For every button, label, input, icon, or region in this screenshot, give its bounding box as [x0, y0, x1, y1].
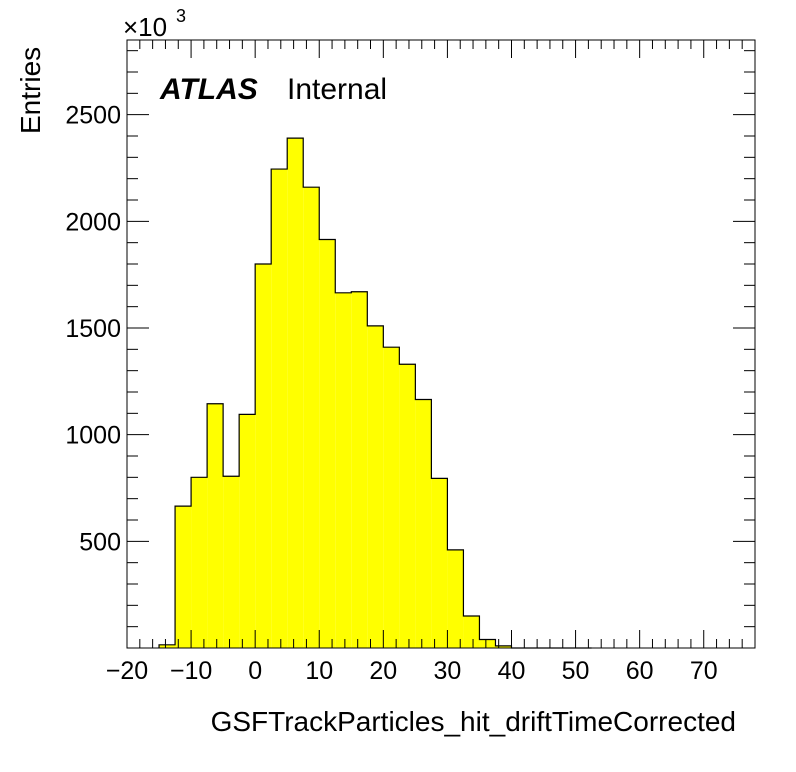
y-axis-title: Entries	[15, 47, 46, 134]
histogram-bar	[463, 616, 480, 648]
x-tick-label: 60	[626, 657, 654, 685]
histogram-outline	[158, 137, 592, 649]
histogram-bar	[271, 169, 288, 649]
histogram-bar	[255, 264, 272, 648]
histogram-bar	[319, 239, 336, 648]
histogram-bar	[287, 138, 304, 648]
y-tick-labels: 500 1000 1500 2000 2500	[65, 102, 121, 557]
axis-ticks	[126, 40, 756, 648]
x-tick-labels: −20 −10 0 10 20 30 40 50 60 70	[106, 657, 718, 685]
y-tick-label: 1000	[65, 422, 121, 450]
histogram-bar	[495, 645, 512, 648]
histogram-bar	[431, 478, 448, 648]
histogram-bar	[367, 325, 384, 648]
histogram-bars	[158, 137, 592, 649]
y-multiplier: ×10	[123, 12, 167, 42]
histogram-bar	[159, 644, 176, 648]
y-tick-label: 500	[79, 528, 121, 556]
x-tick-label: 20	[369, 657, 397, 685]
y-tick-label: 2000	[65, 208, 121, 236]
histogram-bar	[415, 399, 432, 648]
x-tick-label: 70	[690, 657, 718, 685]
histogram-bar	[191, 477, 208, 648]
y-multiplier-exponent: 3	[176, 6, 186, 26]
histogram-bar	[383, 347, 400, 648]
histogram-bar	[447, 549, 464, 648]
histogram-bar	[223, 476, 240, 648]
histogram-bar	[207, 403, 224, 648]
x-tick-label: 0	[248, 657, 262, 685]
histogram-bar	[303, 187, 320, 648]
histogram-bar	[479, 639, 496, 648]
atlas-status-label: Internal	[287, 73, 387, 106]
histogram-bar	[351, 291, 368, 648]
histogram-bar	[239, 414, 256, 648]
histogram-bar	[335, 292, 352, 648]
plot-frame	[126, 39, 756, 649]
x-axis-title: GSFTrackParticles_hit_driftTimeCorrected	[211, 706, 736, 737]
x-tick-label: 40	[498, 657, 526, 685]
x-tick-label: 30	[434, 657, 462, 685]
x-tick-label: −20	[106, 657, 148, 685]
y-tick-label: 1500	[65, 315, 121, 343]
x-tick-label: 10	[305, 657, 333, 685]
histogram-bar	[175, 506, 192, 648]
x-tick-label: −10	[170, 657, 212, 685]
atlas-label: ATLAS	[159, 73, 258, 106]
y-tick-label: 2500	[65, 102, 121, 130]
x-tick-label: 50	[562, 657, 590, 685]
histogram-bar	[399, 364, 416, 648]
